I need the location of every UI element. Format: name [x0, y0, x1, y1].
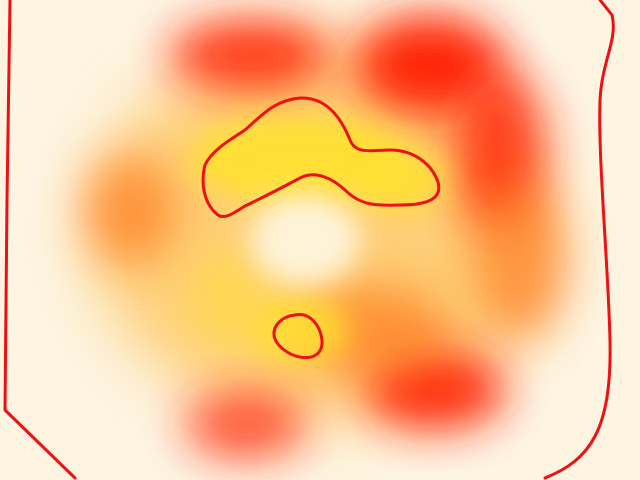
heat-blob-bottom-left [185, 390, 305, 460]
lower-hotspot-contour [272, 313, 324, 360]
heat-blob-center-cream [250, 195, 360, 285]
contour-lines [3, 0, 615, 480]
heat-blob-lower-yellow [250, 295, 350, 365]
heat-blob-top-left [170, 20, 330, 90]
upper-hotspot-contour [201, 96, 441, 219]
heat-blobs [85, 15, 565, 460]
heat-blob-upper-yellow [190, 115, 410, 205]
heat-blob-right-yellow [355, 150, 445, 210]
heat-blob-left-yellow [190, 250, 270, 350]
heat-blob-left [85, 155, 175, 265]
heat-blob-top-right [355, 15, 505, 115]
heat-blob-right-lower [475, 180, 565, 340]
outer-boundary-contour [3, 0, 615, 480]
